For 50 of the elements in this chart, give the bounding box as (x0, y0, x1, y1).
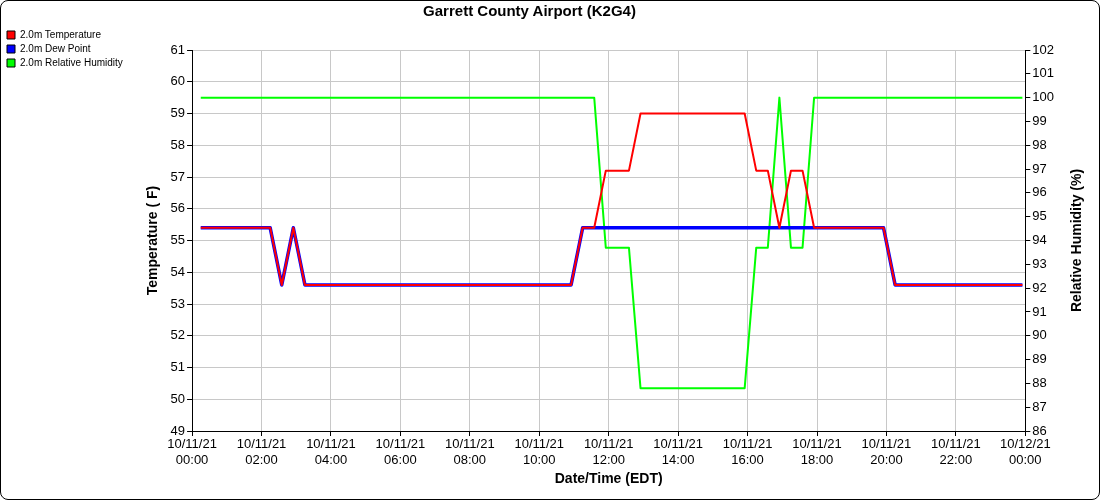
x-tick-label: 10/11/21 02:00 (236, 436, 287, 467)
y2-tick-label: 93 (1032, 255, 1047, 271)
x-tick-label: 10/11/21 08:00 (445, 436, 495, 467)
x-tick-label: 10/11/21 12:00 (583, 436, 634, 467)
y-tick-label: 56 (170, 200, 186, 216)
x-tick-label: 10/11/21 22:00 (931, 436, 981, 467)
y2-tick-label: 89 (1032, 351, 1047, 367)
y-tick-label: 59 (170, 105, 186, 121)
x-tick-label: 10/11/21 04:00 (306, 436, 356, 467)
y2-tick-label: 86 (1032, 422, 1047, 438)
y2-tick-label: 87 (1032, 398, 1047, 414)
chart-title: Garrett County Airport (K2G4) (423, 2, 636, 20)
y2-tick-label: 88 (1032, 374, 1047, 390)
y-tick-label: 57 (170, 168, 186, 184)
y2-tick-label: 92 (1032, 279, 1047, 295)
y2-tick-label: 96 (1032, 184, 1047, 200)
x-tick-label: 10/11/21 18:00 (792, 436, 842, 467)
y-tick-label: 61 (170, 41, 186, 57)
x-tick-label: 10/12/21 00:00 (1000, 436, 1051, 467)
y2-tick-label: 91 (1032, 303, 1047, 319)
legend-label: 2.0m Relative Humidity (20, 56, 123, 68)
y-tick-label: 60 (170, 73, 186, 89)
y2-tick-label: 97 (1032, 160, 1047, 176)
x-axis-title: Date/Time (EDT) (554, 470, 663, 487)
x-tick-label: 10/11/21 20:00 (861, 436, 912, 467)
y-axis-title: Temperature ( F) (144, 185, 161, 296)
x-tick-label: 10/11/21 06:00 (375, 436, 426, 467)
y-tick-label: 53 (170, 295, 186, 311)
x-tick-label: 10/11/21 10:00 (514, 436, 565, 467)
y2-tick-label: 99 (1032, 113, 1047, 129)
y-tick-label: 50 (170, 390, 186, 406)
y2-tick-label: 90 (1032, 327, 1047, 343)
y2-tick-label: 101 (1032, 65, 1055, 81)
legend-label: 2.0m Dew Point (20, 42, 91, 54)
y2-axis-title: Relative Humidity (%) (1067, 168, 1084, 313)
y2-tick-label: 94 (1032, 232, 1047, 248)
x-tick-label: 10/11/21 14:00 (653, 436, 703, 467)
y-tick-label: 58 (170, 136, 186, 152)
legend-label: 2.0m Temperature (20, 28, 102, 40)
x-tick-label: 10/11/21 00:00 (167, 436, 217, 467)
y-tick-label: 49 (170, 422, 186, 438)
y2-tick-label: 102 (1032, 41, 1055, 57)
y-tick-label: 51 (170, 359, 186, 375)
y-tick-label: 54 (170, 263, 186, 279)
y-tick-label: 52 (170, 327, 186, 343)
y2-tick-label: 100 (1032, 89, 1055, 105)
y2-tick-label: 95 (1032, 208, 1047, 224)
y-tick-label: 55 (170, 232, 186, 248)
x-tick-label: 10/11/21 16:00 (722, 436, 773, 467)
y2-tick-label: 98 (1032, 136, 1047, 152)
